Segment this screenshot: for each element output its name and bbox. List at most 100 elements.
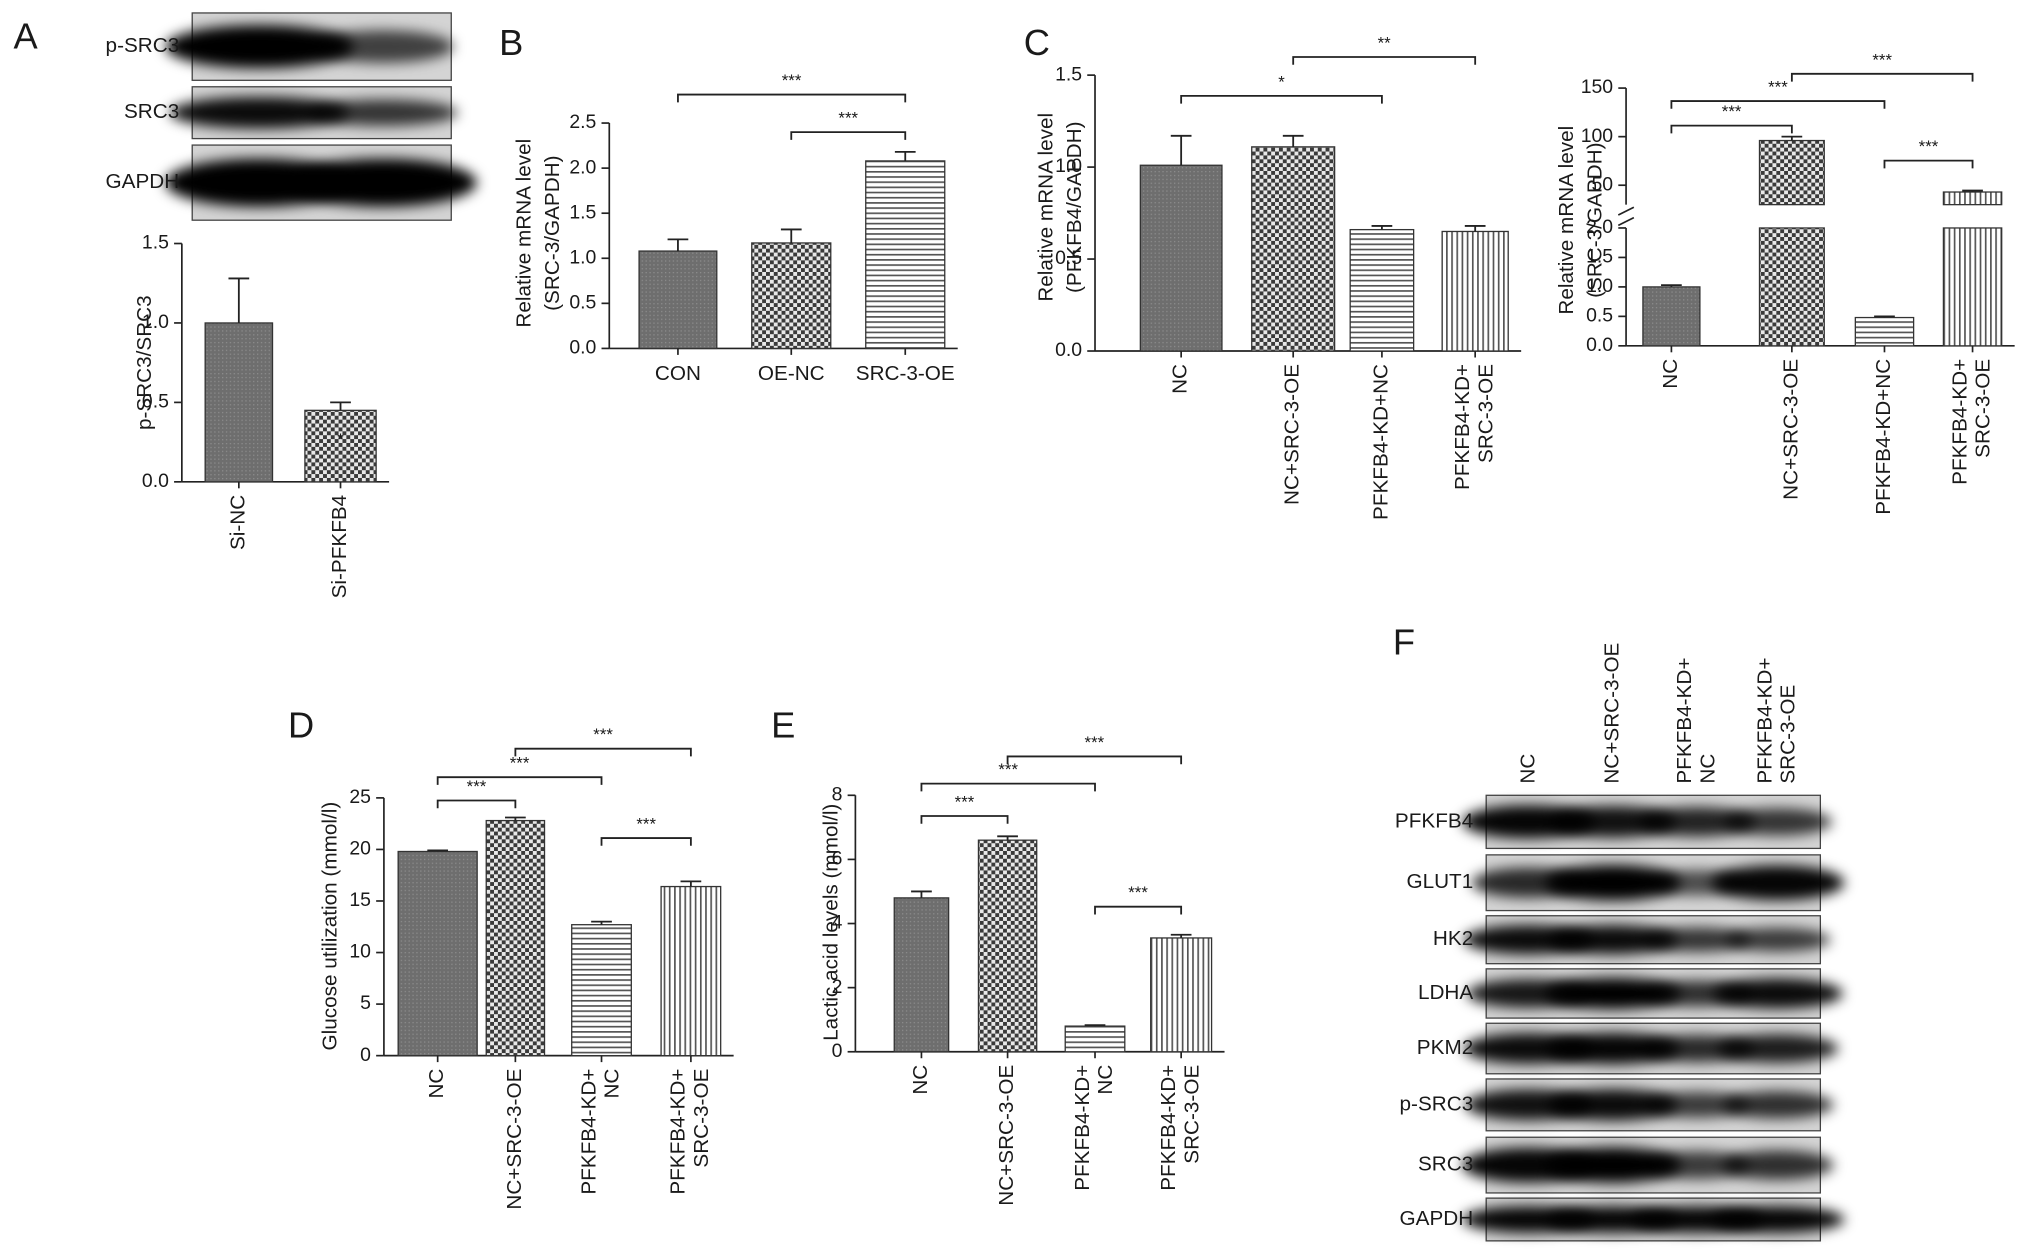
error-bar	[1661, 284, 1682, 287]
x-tick-label: SRC-3-OE	[1180, 1065, 1203, 1164]
error-bar	[680, 880, 702, 887]
x-tick-label: SRC-3-OE	[690, 1069, 713, 1168]
bar	[1942, 227, 2003, 347]
y-axis-label: Relative mRNA level	[513, 139, 536, 328]
blot-band	[1549, 805, 1677, 838]
bar	[1150, 937, 1213, 1053]
blot-band	[1644, 1151, 1751, 1180]
significance-label: ***	[838, 109, 858, 128]
panel-label: D	[288, 705, 314, 746]
y-tick-label: 0.0	[1055, 339, 1082, 361]
blot-band	[1642, 927, 1752, 953]
y-axis-label: Relative mRNA level	[1555, 126, 1578, 315]
x-tick-label: Si-PFKFB4	[328, 495, 351, 599]
y-tick-label: 10	[349, 941, 371, 963]
error-bar	[667, 238, 689, 252]
significance-label: ***	[1872, 50, 1892, 69]
bar	[1854, 316, 1915, 347]
x-tick-label: SRC-3-OE	[1972, 359, 1995, 458]
panel-label: C	[1024, 22, 1050, 63]
x-tick-label: PFKFB4-KD+	[577, 1069, 600, 1195]
x-tick-label: SRC-3-OE	[1474, 364, 1497, 463]
y-tick-label: 0.5	[569, 291, 596, 313]
error-bar	[894, 150, 916, 161]
y-tick-label: 2.0	[569, 156, 596, 178]
significance-label: **	[1378, 33, 1392, 52]
blot-band	[307, 99, 458, 127]
error-bar	[427, 849, 449, 852]
significance-bracket	[790, 131, 907, 140]
x-tick-label: NC+SRC-3-OE	[1779, 359, 1802, 500]
x-tick-label: NC	[601, 1069, 624, 1099]
bar	[1139, 164, 1223, 352]
significance-bracket	[436, 799, 517, 809]
bar	[1758, 139, 1825, 206]
x-tick-label: PFKFB4-KD+	[1451, 364, 1474, 490]
significance-label: ***	[1768, 78, 1788, 97]
x-tick-label: CON	[655, 362, 701, 385]
error-bar	[911, 890, 932, 898]
significance-bracket	[1790, 72, 1974, 82]
significance-label: ***	[636, 815, 656, 834]
error-bar	[1282, 134, 1304, 147]
error-bar	[997, 835, 1018, 841]
x-tick-label: NC+SRC-3-OE	[995, 1065, 1018, 1206]
x-tick-label: PFKFB4-KD+	[1071, 1065, 1094, 1191]
error-bar	[505, 816, 526, 821]
y-axis-label: Lactic acid levels (mmol/l)	[820, 804, 843, 1041]
significance-bracket	[920, 782, 1096, 792]
error-bar	[1371, 225, 1393, 230]
error-bar	[591, 920, 612, 925]
blot-column-label: NC	[1516, 754, 1539, 784]
x-tick-label: PFKFB4-KD+	[667, 1069, 690, 1195]
y-tick-label: 0	[360, 1044, 371, 1066]
y-tick-label: 1.5	[1586, 246, 1613, 268]
y-tick-label: 0.0	[569, 337, 596, 359]
blot-band	[1544, 864, 1682, 901]
y-tick-label: 2	[832, 976, 843, 998]
blot-band	[1721, 1091, 1834, 1119]
x-tick-label: NC+SRC-3-OE	[503, 1069, 526, 1210]
y-axis-label: (PFKFB4/GAPDH)	[1063, 121, 1086, 293]
significance-bracket	[1883, 159, 1974, 169]
blot-row-label: HK2	[1433, 927, 1473, 950]
blot-band	[1723, 808, 1833, 836]
bar	[638, 250, 718, 350]
y-tick-label: 15	[349, 889, 371, 911]
error-bar	[330, 401, 351, 411]
y-tick-label: 150	[1581, 76, 1614, 98]
bar	[1441, 230, 1509, 352]
bar	[1942, 191, 2003, 206]
x-tick-label: Si-NC	[226, 495, 249, 550]
bar	[397, 850, 478, 1057]
x-tick-label: PFKFB4-KD+	[1948, 359, 1971, 485]
y-tick-label: 1.0	[569, 246, 596, 268]
y-tick-label: 5	[360, 992, 371, 1014]
x-tick-label: PFKFB4-KD+NC	[1872, 359, 1895, 515]
x-tick-label: OE-NC	[758, 362, 825, 385]
error-bar	[1084, 1024, 1106, 1027]
y-tick-label: 25	[349, 786, 371, 808]
y-axis-label: (SRC-3/GAPDH)	[541, 155, 564, 310]
blot-band	[288, 158, 477, 207]
blot-band	[165, 25, 354, 69]
y-tick-label: 1.5	[569, 201, 596, 223]
significance-bracket	[600, 837, 692, 846]
blot-column-label: SRC-3-OE	[1777, 685, 1800, 784]
bar	[893, 897, 950, 1053]
bar	[660, 885, 722, 1057]
y-tick-label: 2.5	[569, 111, 596, 133]
axis-break	[1617, 216, 1635, 227]
significance-label: ***	[1919, 137, 1939, 156]
significance-bracket	[1006, 755, 1183, 765]
y-tick-label: 0	[832, 1040, 843, 1062]
error-bar	[1874, 315, 1895, 318]
significance-label: ***	[593, 725, 613, 744]
bar	[485, 819, 546, 1057]
y-tick-label: 50	[1592, 173, 1614, 195]
significance-label: ***	[467, 777, 487, 796]
y-tick-label: 2.0	[1586, 216, 1613, 238]
blot-row-label: GAPDH	[1400, 1207, 1474, 1230]
x-tick-label: NC+SRC-3-OE	[1281, 364, 1304, 505]
significance-bracket	[514, 747, 692, 757]
